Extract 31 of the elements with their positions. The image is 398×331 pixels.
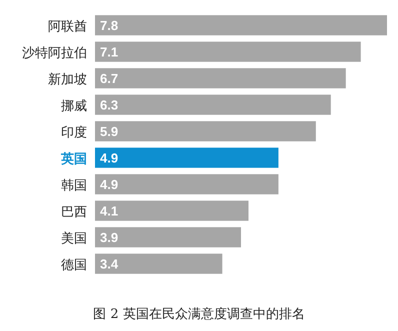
bar <box>95 68 346 88</box>
y-tick-label: 新加坡 <box>48 72 87 88</box>
bar <box>95 42 361 62</box>
bar <box>95 121 316 142</box>
bar <box>95 15 387 36</box>
bar <box>95 254 222 274</box>
y-tick-label: 德国 <box>61 258 87 273</box>
y-tick-label: 美国 <box>61 230 87 246</box>
text: 图 2 英国在民众满意度调查中的排名 <box>93 306 305 322</box>
bar <box>95 227 241 248</box>
bar <box>95 174 278 194</box>
y-tick-label: 阿联酋 <box>48 19 87 34</box>
y-tick-label: 巴西 <box>61 204 87 220</box>
data-label: 4.1 <box>100 203 118 218</box>
data-label: 6.3 <box>100 97 118 112</box>
data-label: 7.8 <box>100 18 118 33</box>
y-tick-label: 韩国 <box>61 178 87 194</box>
y-tick-label: 印度 <box>61 124 87 140</box>
data-label: 5.9 <box>100 124 118 139</box>
data-label: 4.9 <box>100 150 118 166</box>
data-label: 3.4 <box>100 256 119 272</box>
bar <box>95 94 331 115</box>
data-label: 6.7 <box>100 70 118 86</box>
y-tick-label: 英国 <box>60 152 87 167</box>
data-label: 7.1 <box>100 44 118 60</box>
bar <box>95 148 278 168</box>
y-tick-label: 沙特阿拉伯 <box>22 46 87 61</box>
data-label: 4.9 <box>100 176 118 192</box>
data-label: 3.9 <box>100 230 118 245</box>
bar <box>95 200 248 221</box>
y-tick-label: 挪威 <box>61 98 87 114</box>
